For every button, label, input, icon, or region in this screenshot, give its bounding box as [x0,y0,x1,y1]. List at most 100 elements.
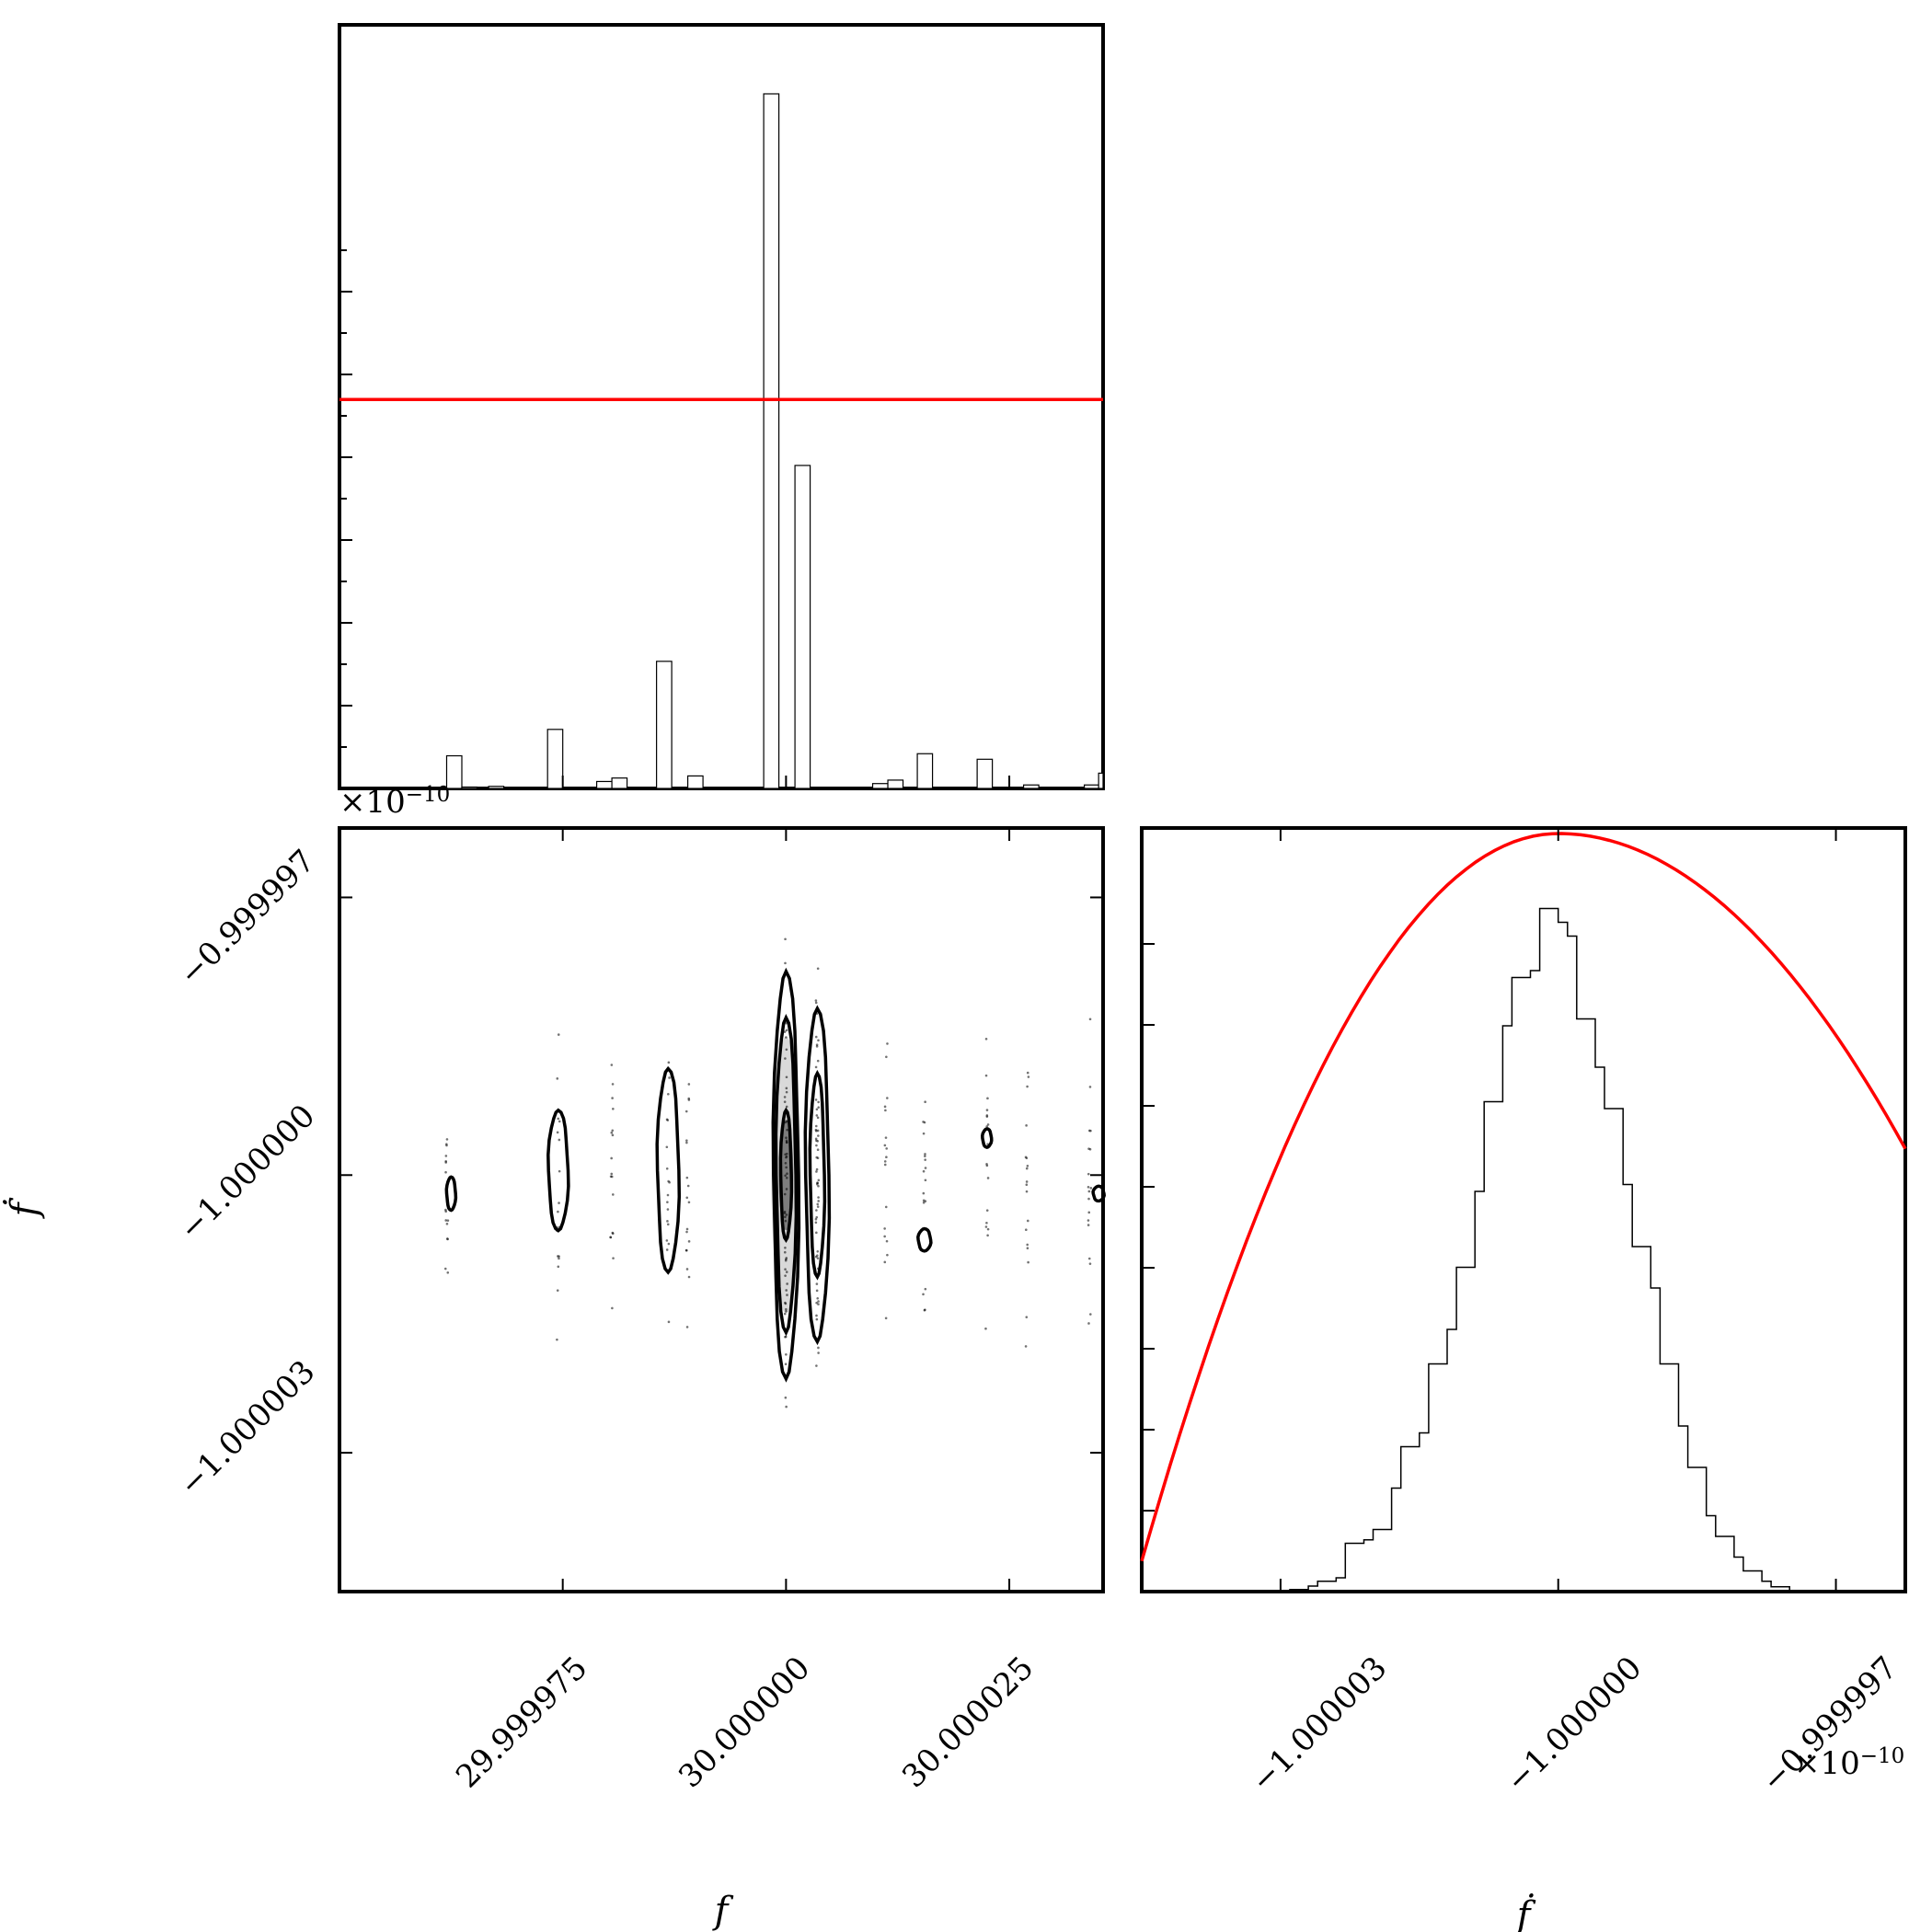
scatter-point [1025,1156,1029,1160]
scatter-point [785,1048,788,1052]
scatter-point [558,1202,560,1204]
scatter-point [815,1045,819,1048]
scatter-point [1088,1262,1092,1265]
scatter-point [784,1301,787,1305]
scatter-point [1087,1211,1091,1214]
scatter-point [1027,1075,1030,1078]
fdot-xtick-label-1: −1.000003 [1244,1650,1394,1800]
scatter-point [1088,1086,1092,1088]
scatter-point [886,1253,889,1257]
scatter-point [786,1282,788,1285]
histogram-f-bar-0 [445,754,463,789]
scatter-point [609,1236,612,1239]
scatter-point [558,1225,561,1229]
scatter-point [814,1065,818,1069]
scatter-point [556,1229,558,1232]
scatter-point [685,1139,688,1142]
scatter-point [665,1167,669,1170]
histogram-f-bars [445,93,1104,789]
scatter-point [612,1193,615,1196]
scatter-point [814,1124,818,1128]
scatter-point [883,1235,886,1238]
bottom-right-histogram-panel [1140,826,1907,1593]
scatter-point [1026,1164,1029,1167]
scatter-point [666,1220,669,1223]
scatter-point [687,1097,691,1100]
scatter-point [1087,1224,1090,1226]
histogram-f-bar-6 [656,661,673,789]
scatter-point [784,1396,788,1399]
scatter-point [817,1267,820,1271]
scatter-point [667,1320,671,1324]
histogram-f-bar-7 [686,775,704,789]
scatter-point [444,1219,448,1222]
scatter-point [783,1250,787,1254]
scatter-point [443,1267,447,1271]
scatter-point [784,1219,788,1223]
histogram-f-bar-10 [871,783,889,789]
scatter-point [784,1259,788,1262]
scatter-point [558,1169,561,1173]
scatter-point [666,1223,670,1226]
scatter-point [556,1289,559,1292]
scatter-point [815,1231,818,1235]
scatter-point [784,1246,787,1249]
scatter-point [817,1351,820,1354]
scatter-point [557,1033,560,1036]
scatter-point [611,1083,615,1086]
scatter-point [685,1268,689,1271]
scatter-point [684,1248,688,1252]
scatter-point [1087,1129,1091,1133]
scatter-point [816,1202,820,1206]
scatter-point [1089,1313,1092,1316]
scatter-point [1026,1247,1029,1250]
scatter-point [784,1274,787,1277]
scatter-point [665,1248,669,1251]
scatter-point [817,1106,821,1109]
scatter-point [816,1257,820,1259]
scatter-point [922,1293,925,1296]
histogram-fdot-steps [1142,907,1905,1593]
scatter-point [815,1314,818,1317]
scatter-point [924,1158,926,1161]
scatter-point [686,1184,690,1188]
scatter-point [556,1225,558,1229]
scatter-point [783,1100,787,1103]
scatter-point [611,1133,615,1137]
scatter-point [1026,1243,1029,1247]
scatter-point [986,1097,989,1100]
bottom-left-joint-panel [338,826,1105,1593]
scatter-point [815,1170,818,1173]
scatter-point [924,1287,927,1291]
scatter-point [666,1208,670,1211]
scatter-point [783,1030,787,1033]
scatter-point [685,1141,688,1144]
scatter-point [557,1265,560,1269]
scatter-point [785,1136,788,1140]
scatter-point [924,1167,927,1169]
scatter-point [1025,1180,1029,1183]
scatter-point [884,1317,888,1320]
scatter-point [984,1037,988,1041]
scatter-point [557,1117,560,1121]
offset-label-joint: ×10−10 [339,783,450,821]
histogram-f-bar-4 [595,780,613,789]
histogram-f-bar-3 [546,729,564,789]
scatter-point [785,1105,788,1109]
scatter-point [558,1138,561,1142]
scatter-point [1087,1257,1091,1260]
scatter-point [816,967,820,971]
histogram-f-bar-11 [887,779,904,789]
scatter-point [558,1120,561,1123]
contour-5 [778,1107,794,1244]
scatter-point [924,1179,927,1182]
scatter-point [922,1169,926,1173]
scatter-point [985,1109,989,1111]
scatter-point [612,1108,615,1110]
histogram-f-bar-2 [488,786,505,789]
scatter-point [785,1188,788,1190]
scatter-point [783,1192,787,1196]
scatter-point [783,1312,787,1316]
axis-ticks [339,249,1837,1593]
scatter-point [687,1275,691,1279]
